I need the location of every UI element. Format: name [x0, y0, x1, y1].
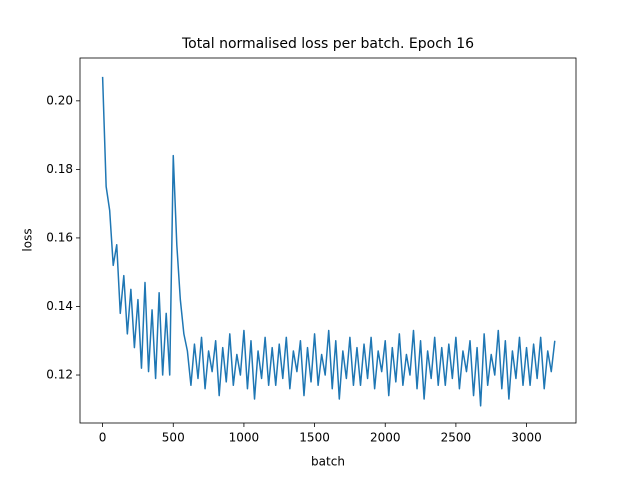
- x-tick-label: 3000: [511, 431, 542, 445]
- y-axis-label: loss: [21, 228, 35, 251]
- data-line: [101, 76, 556, 407]
- y-tick-label: 0.18: [46, 162, 73, 176]
- x-tick-label: 2000: [370, 431, 401, 445]
- y-tick-label: 0.16: [46, 230, 73, 244]
- x-tick-label: 500: [162, 431, 185, 445]
- plot-frame: [79, 57, 577, 424]
- x-tick-label: 1000: [229, 431, 260, 445]
- y-tick-label: 0.12: [46, 368, 73, 382]
- x-tick-label: 0: [99, 431, 107, 445]
- x-tick-label: 2500: [441, 431, 472, 445]
- y-tick-label: 0.14: [46, 299, 73, 313]
- y-tick-label: 0.20: [46, 93, 73, 107]
- chart-title: Total normalised loss per batch. Epoch 1…: [181, 36, 474, 52]
- x-tick-label: 1500: [299, 431, 330, 445]
- x-axis-label: batch: [311, 455, 345, 469]
